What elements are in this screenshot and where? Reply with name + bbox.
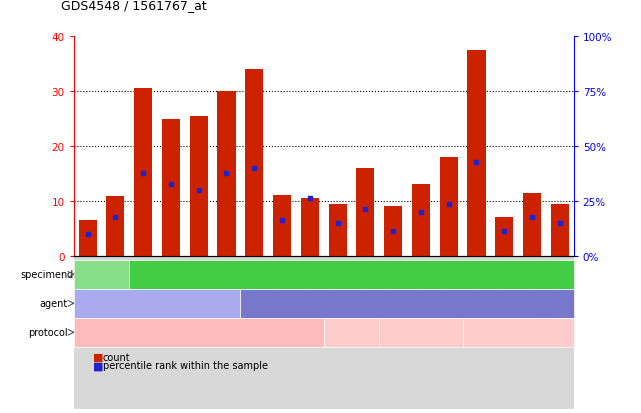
- Text: explant: explant: [333, 270, 370, 280]
- Bar: [106, 197, 124, 256]
- Text: percentile rank within the sample: percentile rank within the sample: [103, 361, 267, 370]
- Text: PMA/IO: PMA/IO: [390, 299, 424, 309]
- Text: agent: agent: [39, 299, 67, 309]
- Text: untreated: untreated: [133, 299, 181, 309]
- Text: ■: ■: [93, 352, 103, 362]
- Text: control: control: [184, 328, 213, 337]
- Bar: [523, 193, 541, 256]
- Text: L. plantarum 299v
inoculated: L. plantarum 299v inoculated: [383, 323, 460, 342]
- Bar: [412, 185, 430, 256]
- Text: specimen: specimen: [20, 270, 67, 280]
- Bar: [273, 196, 291, 256]
- Bar: [495, 218, 513, 256]
- Bar: [329, 204, 347, 256]
- Bar: [440, 157, 458, 256]
- Bar: [356, 169, 374, 256]
- Text: L. plantarum 299v
(A-) nonadherent
mutant inoculated: L. plantarum 299v (A-) nonadherent mutan…: [479, 318, 557, 347]
- Bar: [217, 92, 235, 256]
- Bar: [301, 199, 319, 256]
- Bar: [79, 221, 97, 256]
- Text: directly frozen: directly frozen: [67, 270, 137, 280]
- Bar: [384, 207, 402, 256]
- Text: ■: ■: [93, 361, 103, 370]
- Bar: [162, 119, 180, 256]
- Text: GDS4548 / 1561767_at: GDS4548 / 1561767_at: [61, 0, 206, 12]
- Text: protocol: protocol: [28, 328, 67, 337]
- Bar: [246, 70, 263, 256]
- Bar: [551, 204, 569, 256]
- Bar: [467, 51, 485, 256]
- Bar: [134, 89, 152, 256]
- Text: L. paracasei BL23
inoculated: L. paracasei BL23 inoculated: [314, 323, 388, 342]
- Text: count: count: [103, 352, 130, 362]
- Bar: [190, 116, 208, 256]
